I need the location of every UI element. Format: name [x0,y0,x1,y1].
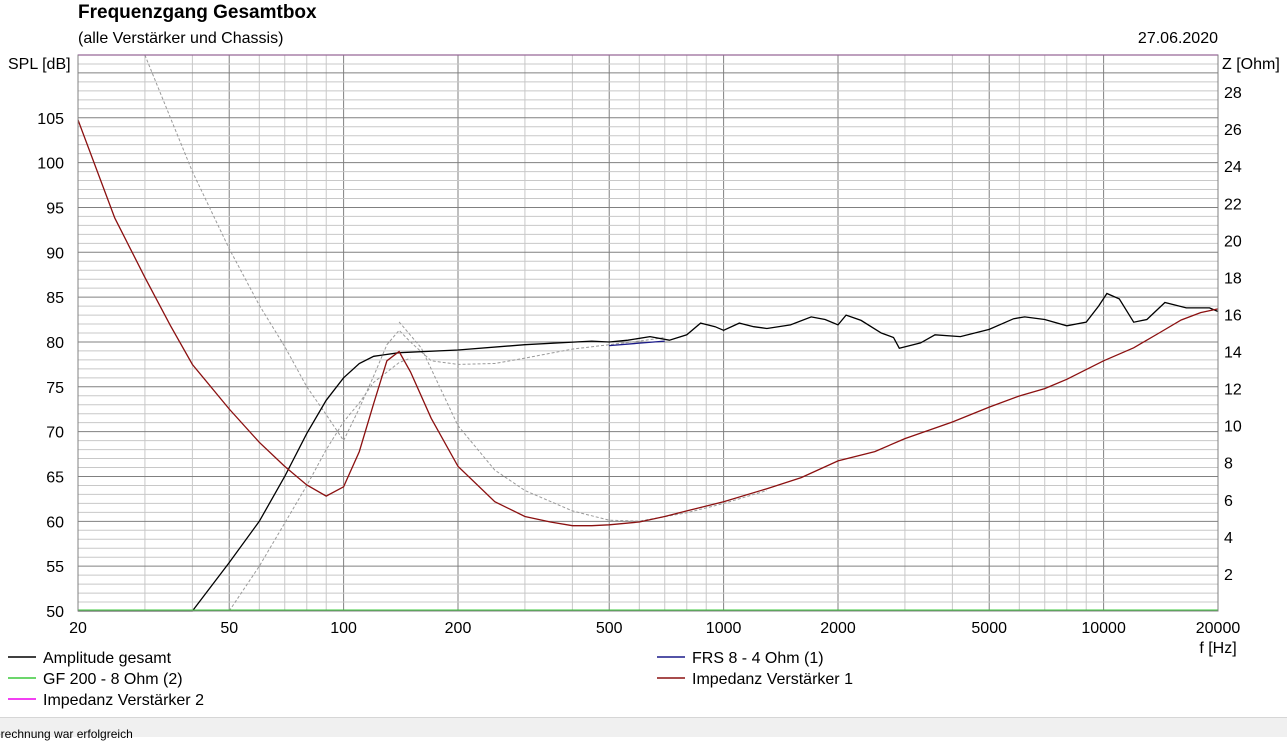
x-tick-label: 200 [445,620,472,637]
x-tick-label: 20 [69,620,87,637]
legend: Amplitude gesamt GF 200 - 8 Ohm (2) Impe… [8,650,853,709]
y-right-tick-label: 6 [1224,493,1233,510]
legend-label: Impedanz Verstärker 2 [43,692,204,709]
x-tick-labels: 20 50 100 200 500 1000 2000 5000 10000 20000 [69,620,1240,637]
legend-label: Amplitude gesamt [43,650,172,667]
y-right-tick-label: 20 [1224,233,1242,250]
series-line-frs-8-4-ohm-1 [609,340,665,347]
x-tick-label: 10000 [1081,620,1126,637]
y-right-tick-label: 26 [1224,122,1242,139]
y-left-tick-label: 80 [46,335,64,352]
legend-label: Impedanz Verstärker 1 [692,671,853,688]
series-line-impedanz-verst-rker-1 [77,119,1219,527]
frequency-response-chart: Frequenzgang Gesamtbox (alle Verstärker … [8,2,1280,709]
status-text: erechnung war erfolgreich [0,727,133,741]
y-left-tick-label: 75 [46,380,64,397]
series-line-amplitude-gesamt [78,292,1219,612]
x-tick-label: 2000 [820,620,856,637]
x-tick-label: 1000 [706,620,742,637]
x-tick-label: 100 [330,620,357,637]
y-left-tick-label: 70 [46,425,64,442]
chart-subtitle: (alle Verstärker und Chassis) [78,30,283,47]
legend-item-impedanz-verstaerker-2: Impedanz Verstärker 2 [8,692,204,709]
y-right-tick-label: 24 [1224,159,1242,176]
legend-item-impedanz-verstaerker-1: Impedanz Verstärker 1 [657,671,853,688]
y-right-tick-label: 2 [1224,567,1233,584]
y-left-tick-label: 90 [46,245,64,262]
legend-item-frs8: FRS 8 - 4 Ohm (1) [657,650,824,667]
x-tick-label: 5000 [971,620,1007,637]
status-bar: erechnung war erfolgreich [0,717,1287,741]
series-line-dashed-reference [144,54,665,442]
y-right-tick-label: 28 [1224,85,1242,102]
y-left-tick-label: 85 [46,290,64,307]
x-tick-label: 50 [220,620,238,637]
y-right-tick-label: 8 [1224,456,1233,473]
plot-frame [77,54,1219,612]
legend-label: GF 200 - 8 Ohm (2) [43,671,183,688]
x-tick-label: 20000 [1196,620,1241,637]
y-right-tick-label: 12 [1224,382,1242,399]
series-line-dashed-reference [228,357,411,612]
legend-item-amplitude-gesamt: Amplitude gesamt [8,650,172,667]
y-left-tick-label: 55 [46,559,64,576]
y-right-tick-label: 4 [1224,530,1233,547]
y-right-tick-label: 16 [1224,307,1242,324]
series-line-dashed-reference [398,321,768,522]
y-right-tick-label: 22 [1224,196,1242,213]
chart-date: 27.06.2020 [1138,30,1218,47]
y-right-tick-label: 14 [1224,345,1242,362]
legend-item-gf200: GF 200 - 8 Ohm (2) [8,671,183,688]
y-left-tick-label: 50 [46,604,64,621]
y-axis-left-label: SPL [dB] [8,56,71,73]
legend-label: FRS 8 - 4 Ohm (1) [692,650,824,667]
y-left-tick-label: 95 [46,200,64,217]
y-right-tick-label: 10 [1224,419,1242,436]
y-left-tick-labels: 50 55 60 65 70 75 80 85 90 95 100 105 [37,111,64,621]
y-left-tick-label: 105 [37,111,64,128]
y-axis-right-label: Z [Ohm] [1222,56,1280,73]
y-left-tick-label: 60 [46,514,64,531]
grid [77,54,1219,612]
y-right-tick-label: 18 [1224,270,1242,287]
x-axis-label: f [Hz] [1199,640,1236,657]
y-left-tick-label: 65 [46,469,64,486]
chart-title: Frequenzgang Gesamtbox [78,2,317,23]
x-tick-label: 500 [596,620,623,637]
y-left-tick-label: 100 [37,156,64,173]
